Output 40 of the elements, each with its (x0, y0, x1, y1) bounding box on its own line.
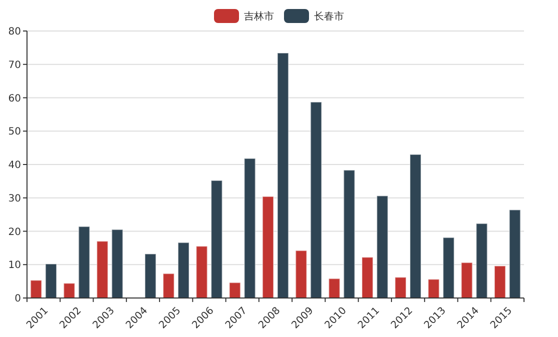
legend-label: 长春市 (314, 10, 344, 22)
bar (476, 223, 488, 298)
y-tick-label: 10 (8, 260, 21, 272)
bar (96, 240, 108, 298)
legend-label: 吉林市 (244, 10, 274, 22)
bar (244, 158, 256, 298)
bar (460, 262, 473, 298)
bar (262, 196, 274, 298)
y-tick-label: 0 (14, 294, 21, 304)
y-tick-label: 40 (8, 160, 21, 171)
y-tick-label: 50 (8, 126, 21, 138)
bar (228, 282, 241, 298)
bar (508, 209, 521, 298)
bar (394, 276, 407, 298)
bar (45, 263, 57, 298)
bar (442, 237, 455, 298)
y-tick-label: 60 (8, 93, 21, 104)
bar (295, 250, 308, 298)
bar (63, 282, 76, 298)
bar (30, 280, 42, 298)
bar (78, 226, 90, 298)
bar (277, 52, 289, 298)
bar (144, 253, 156, 298)
bar (494, 265, 506, 298)
bar (410, 154, 422, 298)
bar (328, 278, 340, 298)
y-tick-label: 70 (8, 60, 21, 71)
y-tick-label: 80 (8, 26, 21, 38)
bar (428, 278, 440, 298)
y-tick-label: 20 (8, 226, 21, 238)
y-tick-label: 30 (8, 193, 21, 204)
bar (343, 170, 356, 298)
bar (210, 180, 223, 298)
bar (196, 246, 208, 298)
bar (361, 256, 374, 298)
bar (376, 195, 388, 298)
bar (178, 242, 190, 298)
bar (310, 102, 322, 298)
bar (162, 273, 175, 298)
bar (111, 229, 124, 298)
